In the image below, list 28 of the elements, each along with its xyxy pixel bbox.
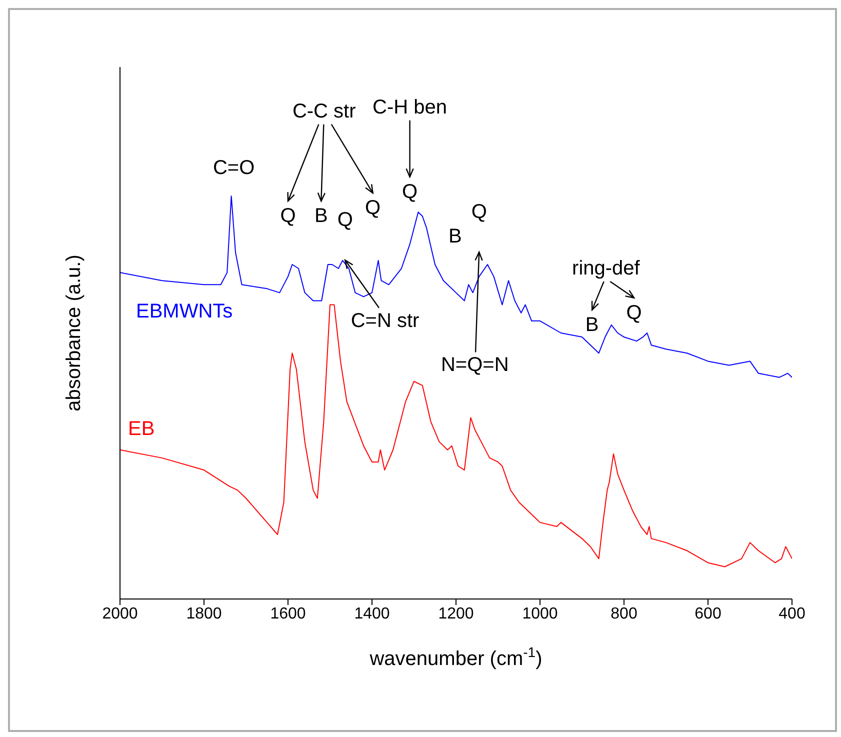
annotation: ring-def [572, 258, 640, 280]
x-tick-label: 800 [610, 605, 638, 622]
annotation: Q [365, 197, 381, 220]
text: C-C str [292, 100, 356, 122]
text: C-H ben [372, 96, 448, 118]
x-tick-label: 1600 [270, 605, 306, 622]
series-label: EBMWNTs [136, 300, 233, 323]
annotation: Q [337, 209, 353, 232]
annotation: N=Q=N [440, 354, 509, 376]
x-tick-label: 1400 [354, 605, 390, 622]
x-tick-label: 400 [778, 605, 806, 622]
x-tick-label: 1000 [522, 605, 558, 622]
annotation: Q [626, 302, 642, 324]
annotation: B [585, 314, 599, 336]
x-axis-title: wavenumber (cm$^{-1}$) [368, 644, 542, 670]
annotation: B [448, 225, 462, 248]
annotation: Q [471, 201, 487, 224]
x-tick-label: 1200 [438, 605, 474, 622]
y-axis-title: absorbance (a.u.) [63, 254, 85, 412]
text: C=O [212, 156, 255, 179]
annotation: C=N str [350, 310, 420, 332]
x-tick-label: 600 [694, 605, 722, 622]
annotation: B [314, 205, 328, 228]
series-label: EB [128, 418, 155, 440]
x-tick-label: 1800 [186, 605, 222, 622]
x-tick-label: 2000 [102, 605, 138, 622]
annotation: Q [280, 205, 296, 228]
annotation: Q [402, 180, 418, 203]
